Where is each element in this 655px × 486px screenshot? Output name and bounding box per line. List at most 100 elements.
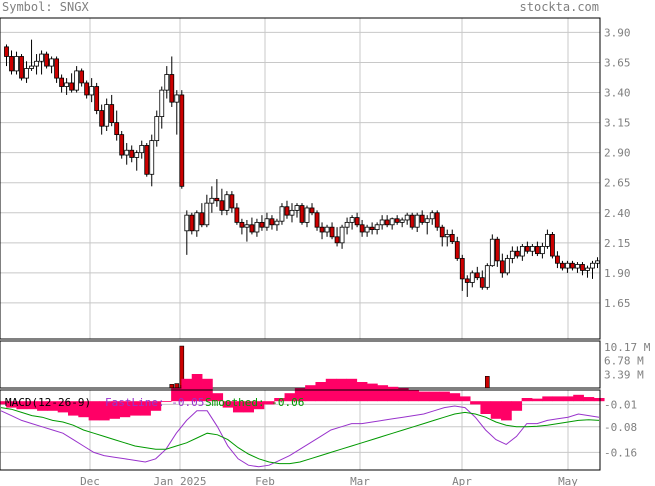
candle-body [249, 224, 255, 233]
candle-body [44, 53, 49, 67]
macd-histogram-bar [109, 401, 120, 419]
date-tick-label: May [558, 475, 578, 486]
candle-body [139, 145, 145, 154]
candle-body [99, 110, 105, 127]
candle-body [414, 214, 420, 228]
volume-tick-label: 3.39 M [604, 368, 644, 381]
macd-title: MACD(12-26-9) [5, 396, 91, 409]
candle-body [134, 152, 140, 158]
date-tick-label: Apr [452, 475, 472, 486]
candle-body [279, 206, 285, 222]
candle-body [84, 82, 90, 96]
candle-body [299, 205, 305, 223]
macd-histogram-bar [418, 391, 430, 402]
macd-histogram-bar [243, 401, 255, 413]
candle-body [89, 86, 95, 96]
macd-histogram-bar [439, 391, 450, 402]
candle-body [585, 267, 590, 271]
price-tick-label: 2.40 [604, 207, 631, 220]
price-tick-label: 3.15 [604, 117, 631, 130]
macd-histogram-bar [284, 393, 296, 402]
candle-body [379, 219, 385, 226]
macd-histogram-bar [459, 396, 471, 402]
macd-histogram-bar [573, 394, 584, 402]
candle-body [499, 260, 505, 274]
candle-body [224, 194, 230, 211]
candle-body [454, 241, 460, 259]
macd-histogram-bar [160, 401, 172, 402]
candle-body [404, 214, 410, 221]
candle-body [209, 197, 215, 204]
candle-body [474, 272, 480, 279]
candle-body [319, 226, 325, 233]
candle-body [590, 262, 595, 269]
candle-body [595, 260, 600, 264]
date-tick-label: Feb [255, 475, 275, 486]
candle-body [534, 246, 540, 255]
macd-histogram-bar [68, 401, 79, 416]
macd-histogram-bar [47, 401, 59, 411]
candle-body [104, 104, 110, 127]
site-name[interactable]: stockta.com [520, 0, 599, 14]
candle-body [334, 236, 340, 244]
macd-histogram-bar [78, 401, 90, 418]
candle-body [545, 234, 550, 247]
candle-body [439, 226, 445, 238]
macd-panel [0, 389, 601, 471]
candle-body [384, 219, 390, 226]
candle-body [514, 250, 520, 257]
candle-body [304, 207, 310, 223]
candle-body [565, 262, 570, 269]
candle-body [449, 234, 455, 243]
date-tick-label: Jan 2025 [154, 475, 207, 486]
candle-body [429, 212, 435, 220]
candle-body [389, 218, 395, 226]
price-tick-label: 1.90 [604, 267, 631, 280]
macd-histogram-bar [26, 401, 38, 410]
candle-body [529, 246, 535, 252]
candle-body [354, 217, 360, 226]
macd-histogram-bar [88, 401, 100, 421]
candle-body [394, 218, 400, 223]
candle-body [124, 149, 130, 156]
price-tick-label: 2.65 [604, 177, 631, 190]
price-tick-label: 3.90 [604, 26, 631, 39]
macd-histogram-bar [16, 401, 28, 410]
candle-body [504, 258, 510, 274]
candle-body [409, 214, 415, 228]
macd-histogram-bar [470, 401, 481, 405]
price-panel [0, 17, 601, 340]
price-tick-label: 2.15 [604, 237, 631, 250]
candle-body [344, 221, 350, 228]
candle-body [19, 56, 24, 79]
macd-histogram-bar [315, 382, 327, 402]
candle-body [29, 65, 34, 69]
price-tick-label: 3.65 [604, 56, 631, 69]
candle-body [184, 214, 190, 232]
candle-body [464, 278, 470, 283]
macd-histogram-bar [263, 401, 275, 405]
candle-body [39, 53, 44, 62]
volume-axis: 10.17 M6.78 M3.39 M [604, 341, 651, 381]
candle-body [575, 264, 580, 269]
macd-histogram-bar [0, 401, 7, 405]
macd-axis: -0.01 -0.08 -0.16 [604, 398, 637, 459]
macd-histogram-bar [119, 401, 131, 418]
macd-histogram-bar [212, 393, 224, 402]
macd-tick-label: -0.16 [604, 446, 637, 459]
candle-body [459, 258, 465, 280]
volume-bar [169, 384, 175, 389]
candle-body [524, 246, 530, 252]
date-axis: Dec Jan 2025 Feb Mar Apr May [80, 475, 578, 486]
candle-body [159, 89, 165, 117]
macd-histogram-bar [356, 382, 368, 402]
candle-body [479, 277, 485, 288]
candle-body [14, 56, 19, 72]
macd-histogram-bar [521, 398, 533, 402]
volume-tick-label: 10.17 M [604, 341, 651, 354]
macd-histogram-bar [397, 388, 409, 402]
candle-body [314, 212, 320, 228]
candle-body [580, 264, 585, 271]
macd-histogram-bar [37, 401, 48, 411]
candle-body [69, 82, 75, 91]
